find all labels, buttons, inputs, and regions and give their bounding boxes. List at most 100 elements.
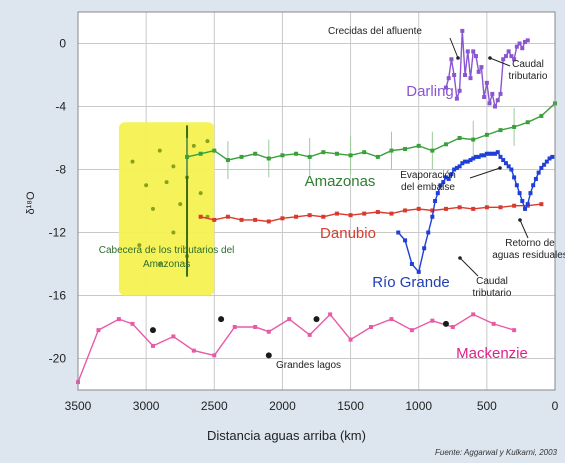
data-point: [438, 183, 443, 188]
annotation: Grandes lagos: [276, 360, 341, 371]
data-point: [501, 158, 506, 163]
data-point: [441, 180, 446, 185]
data-point: [533, 176, 538, 181]
annotation-line: Evaporación: [400, 170, 456, 181]
data-point: [403, 147, 408, 152]
data-point: [422, 246, 427, 251]
source-note: Fuente: Aggarwal y Kulkarni, 2003: [435, 448, 557, 457]
data-point: [450, 325, 455, 329]
data-point: [443, 85, 448, 90]
data-point: [348, 153, 353, 158]
annotation-arrow: [459, 257, 479, 277]
data-point: [487, 101, 492, 106]
great-lakes-point: [149, 327, 156, 334]
data-point: [484, 205, 489, 210]
annotation-line: Retorno de: [505, 238, 555, 249]
headwater-point: [144, 183, 149, 188]
data-point: [471, 156, 476, 161]
great-lakes-point: [442, 320, 449, 327]
data-point: [463, 73, 468, 77]
headwater-point: [130, 159, 135, 164]
data-point: [232, 325, 237, 329]
annotation-arrow-head: [488, 56, 492, 60]
plot-frame: [77, 11, 556, 391]
annotation: Retorno de aguas residuales: [492, 238, 565, 261]
data-point: [457, 205, 462, 210]
data-point: [542, 162, 547, 167]
data-point: [454, 165, 459, 170]
data-point: [446, 76, 451, 81]
data-point: [375, 154, 380, 159]
data-point: [547, 156, 552, 161]
data-point: [287, 317, 292, 322]
series-label: Amazonas: [305, 173, 376, 190]
data-point: [198, 151, 203, 156]
data-point: [536, 170, 541, 175]
data-point: [471, 49, 476, 54]
y-tick-label: -20: [49, 352, 67, 366]
y-tick-label: -16: [49, 289, 67, 303]
data-point: [471, 206, 476, 211]
annotation-line: del embalse: [401, 182, 455, 193]
annotation-line: Caudal: [512, 59, 544, 70]
data-point: [520, 199, 525, 203]
data-point: [321, 214, 326, 219]
data-point: [491, 321, 496, 326]
data-point: [490, 91, 495, 96]
data-point: [212, 148, 217, 153]
data-point: [321, 150, 326, 155]
data-point: [482, 153, 487, 158]
data-point: [239, 217, 244, 222]
data-point: [435, 191, 440, 196]
data-point: [307, 213, 312, 218]
x-tick-label: 1000: [405, 399, 432, 413]
series-label: Mackenzie: [456, 345, 528, 362]
data-point: [430, 148, 435, 153]
y-tick-label: -8: [55, 163, 66, 177]
data-point: [334, 211, 339, 216]
annotation-line: aguas residuales: [492, 250, 565, 261]
data-point: [348, 213, 353, 218]
data-point: [498, 154, 503, 159]
annotation: Evaporación del embalse: [400, 170, 456, 193]
y-axis-label: δ¹⁸O: [25, 191, 37, 214]
data-point: [191, 348, 196, 353]
annotation: Caudal tributario: [473, 276, 512, 299]
data-point: [484, 151, 489, 156]
data-point: [460, 28, 465, 33]
data-point: [239, 154, 244, 159]
annotation-arrow-head: [498, 166, 502, 170]
annotation-line: tributario: [509, 71, 548, 82]
data-point: [307, 154, 312, 159]
data-point: [473, 154, 478, 159]
data-point: [460, 161, 465, 166]
data-point: [490, 151, 495, 156]
headwater-point: [157, 148, 162, 153]
data-point: [465, 49, 470, 54]
data-point: [479, 65, 484, 70]
annotation-line: Grandes lagos: [276, 360, 341, 371]
data-point: [253, 217, 258, 222]
data-point: [266, 219, 271, 224]
headwater-point: [191, 143, 196, 148]
data-point: [328, 312, 333, 317]
data-point: [468, 158, 473, 163]
data-point: [550, 154, 555, 159]
annotation-line: Caudal: [476, 276, 508, 287]
data-point: [362, 150, 367, 155]
data-point: [266, 156, 271, 161]
data-point: [463, 159, 468, 164]
data-point: [452, 167, 457, 172]
data-point: [471, 137, 476, 142]
data-point: [430, 214, 435, 219]
data-point: [348, 337, 353, 342]
data-point: [484, 132, 489, 137]
annotation-line: Crecidas del afluente: [328, 26, 422, 37]
headwater-point: [164, 180, 169, 185]
headwater-point: [150, 206, 155, 211]
data-point: [528, 191, 533, 196]
x-tick-label: 2000: [269, 399, 296, 413]
y-tick-label: 0: [59, 37, 66, 51]
data-point: [430, 318, 435, 323]
